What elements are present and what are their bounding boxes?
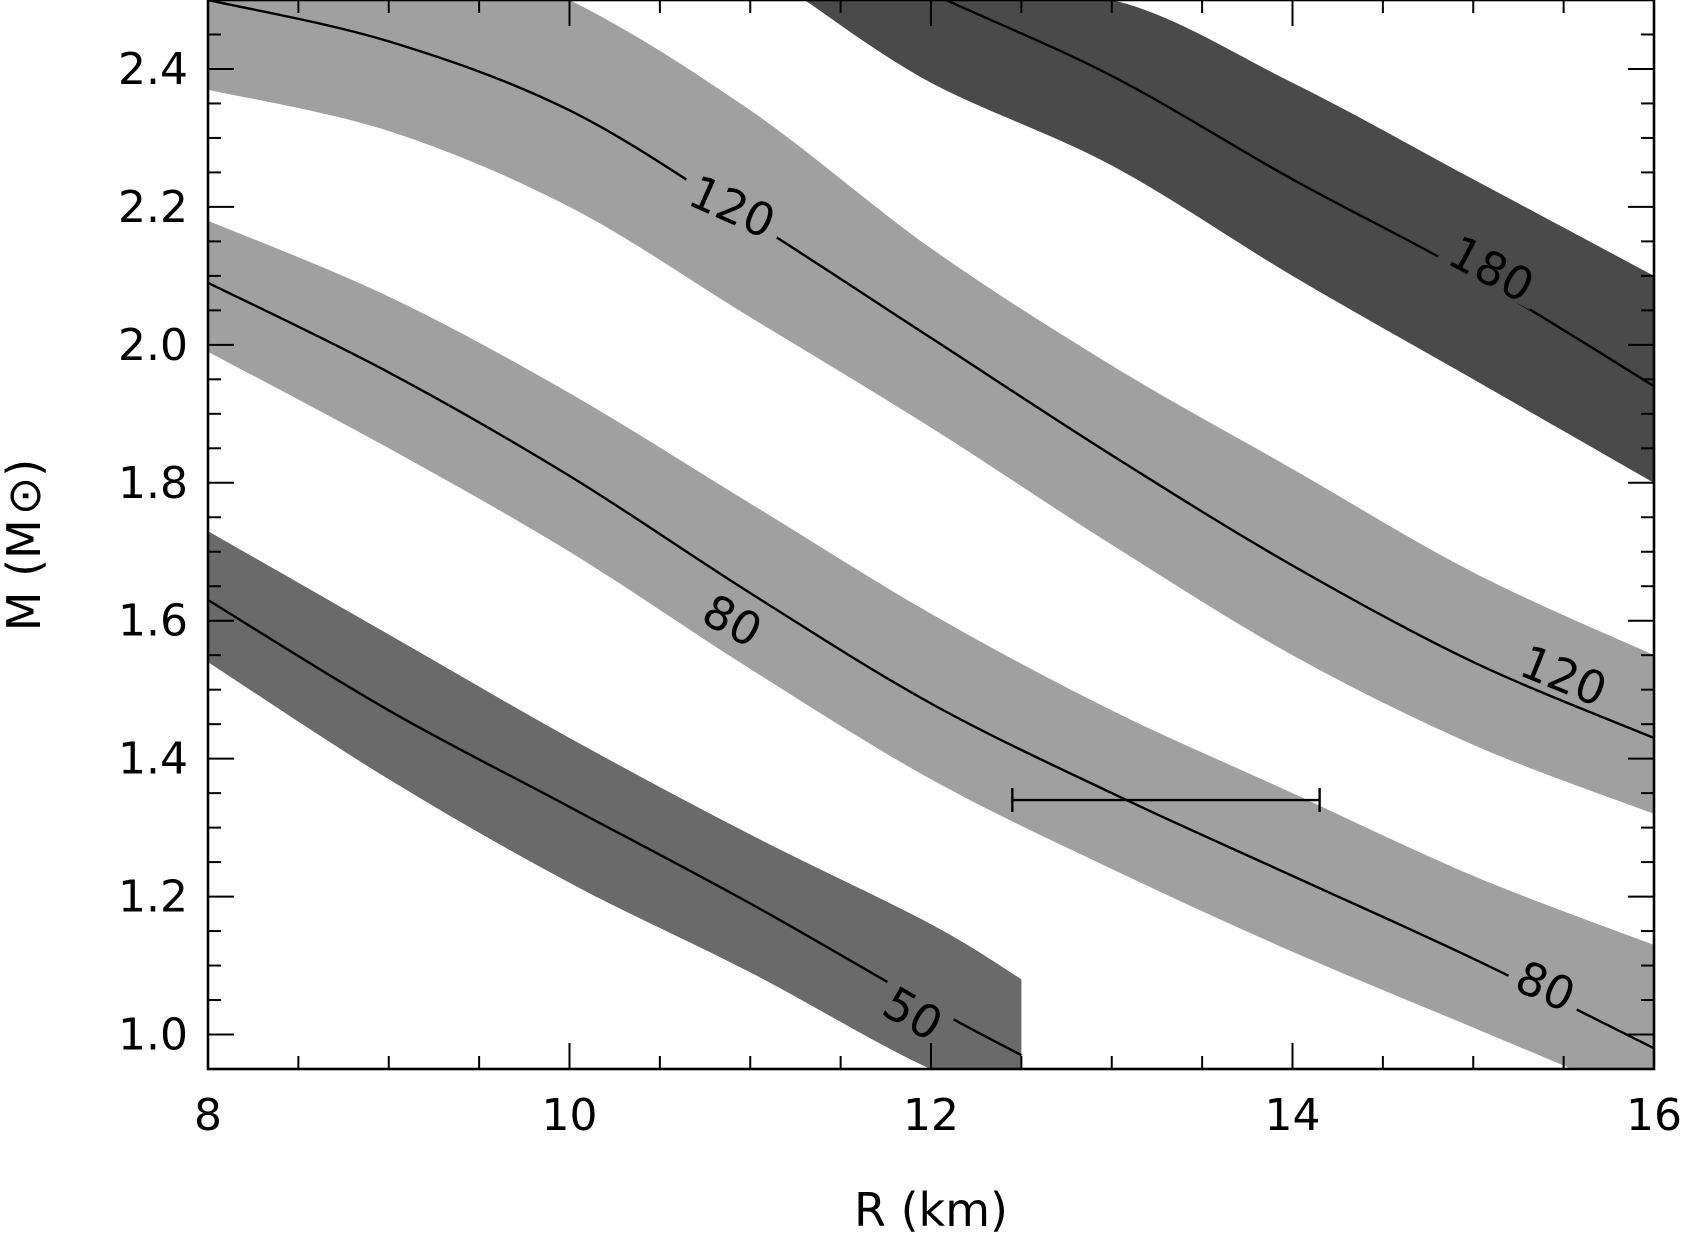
y-axis-label-main: M (M — [0, 519, 51, 631]
y-tick-label: 2.4 — [118, 44, 188, 95]
contour-label-120-0: 120 — [676, 161, 792, 249]
band-120-2 — [208, 0, 1654, 814]
y-tick-label: 1.2 — [118, 872, 188, 923]
band-80-1 — [208, 220, 1654, 1069]
x-tick-labels: 8 10 12 14 16 — [194, 1090, 1682, 1141]
band-180-3 — [804, 0, 1654, 483]
y-axis-label: M (M⊙) — [0, 459, 51, 631]
y-tick-label: 2.0 — [118, 320, 188, 371]
contour-label-bg — [690, 579, 778, 655]
x-tick-label: 10 — [542, 1090, 598, 1141]
y-tick-label: 1.4 — [118, 734, 188, 785]
y-tick-label: 1.6 — [118, 596, 188, 647]
curve-120-2 — [208, 0, 1654, 740]
y-tick-label: 1.8 — [118, 458, 188, 509]
contour-label-bg — [1503, 946, 1591, 1019]
y-axis-label-close: ) — [0, 459, 51, 477]
confidence-bands — [208, 0, 1654, 1069]
contour-label-bg — [676, 161, 792, 245]
sun-symbol-icon: ⊙ — [0, 477, 51, 516]
x-tick-label: 14 — [1265, 1090, 1321, 1141]
x-tick-label: 12 — [903, 1090, 959, 1141]
x-axis-label: R (km) — [854, 1183, 1008, 1237]
curve-80-1 — [208, 281, 1654, 1050]
contour-label-bg — [1436, 221, 1551, 310]
x-tick-label: 16 — [1626, 1090, 1682, 1141]
y-tick-label: 2.2 — [118, 182, 188, 233]
contour-label-bg — [1507, 631, 1623, 713]
error-bar — [1011, 788, 1321, 813]
plot-frame — [206, 0, 1656, 1071]
y-tick-labels: 1.0 1.2 1.4 1.6 1.8 2.0 2.2 2.4 — [118, 44, 188, 1061]
x-tick-label: 8 — [194, 1090, 222, 1141]
band-50-0 — [208, 531, 1022, 1069]
svg-text:M (M⊙): M (M⊙) — [0, 459, 51, 631]
axis-ticks — [207, 0, 1655, 1069]
y-tick-label: 1.0 — [118, 1010, 188, 1061]
contour-label-bg — [870, 972, 959, 1049]
